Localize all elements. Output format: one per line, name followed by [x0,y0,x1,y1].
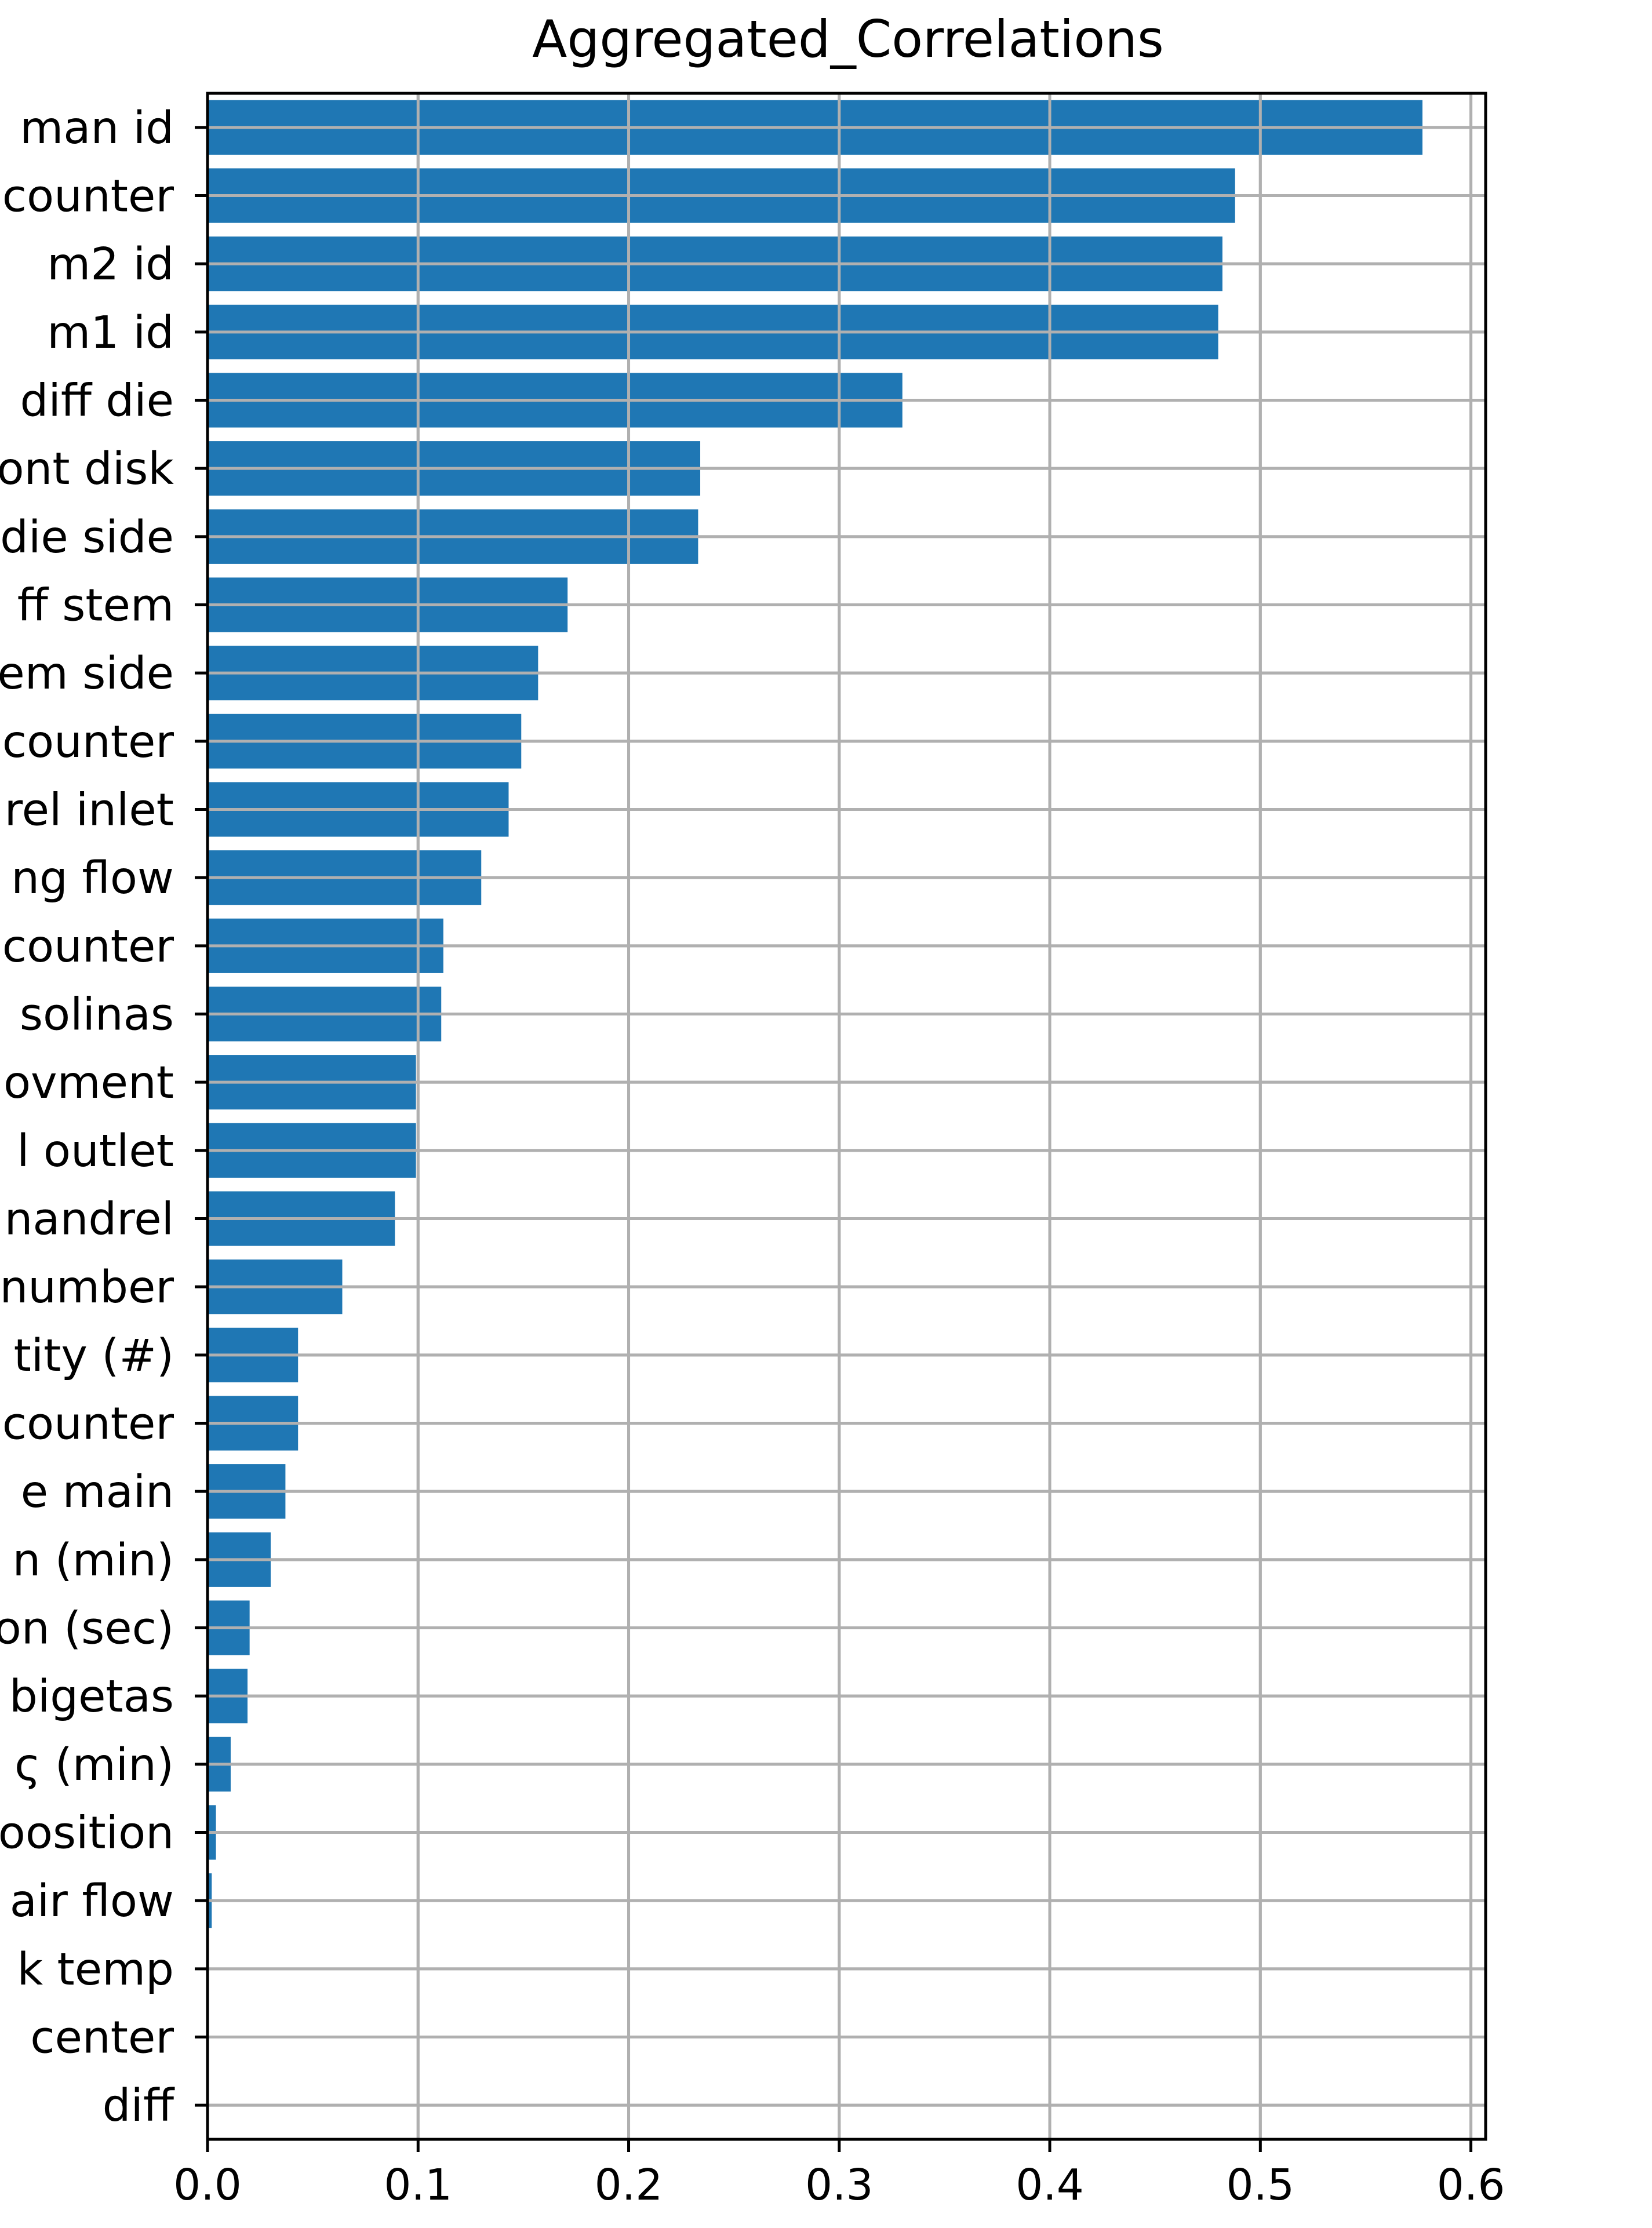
x-tick-label: 0.3 [805,2160,874,2210]
x-tick-label: 0.5 [1226,2160,1294,2210]
y-tick-label: ff stem [17,580,174,632]
y-tick-label: m1 id [47,307,174,359]
y-tick-label: solinas [20,989,174,1041]
y-tick-label: bigetas [9,1671,174,1723]
y-tick-label: on (sec) [0,1603,174,1655]
y-tick-label: ς (min) [14,1739,174,1791]
axis-layer: 0.0 0.1 0.2 0.3 0.4 0.5 0.6 man id counter m2 id m… [0,92,1505,2210]
y-tick-label: l outlet [17,1126,174,1177]
y-tick-label: nandrel [5,1194,174,1246]
y-tick-label: diff [103,2080,175,2132]
x-tick-label: 0.0 [173,2160,242,2210]
y-tick-label: counter [2,716,174,768]
y-tick-label: n (min) [12,1535,174,1586]
y-tick-label: ng flow [11,853,174,904]
y-tick-label: counter [2,1399,174,1450]
x-tick-label: 0.6 [1437,2160,1505,2210]
y-tick-label: em side [0,648,174,700]
grid-overlay-layer [206,93,1486,2139]
x-tick-label: 0.4 [1016,2160,1084,2210]
y-tick-label: counter [2,171,174,223]
y-tick-label: ont disk [0,443,174,495]
axes-frame [206,92,1487,2141]
y-tick-label: counter [2,921,174,973]
x-tick-label: 0.1 [384,2160,452,2210]
y-tick-label: air flow [10,1876,174,1927]
y-tick-label: e main [21,1466,174,1518]
y-tick-label: center [30,2012,174,2064]
y-tick-label: diff die [20,376,174,427]
y-tick-label: tity (#) [14,1330,174,1382]
y-tick-label: man id [20,103,174,154]
y-tick-label: rel inlet [5,785,174,836]
y-tick-label: k temp [17,1944,174,1996]
x-tick-label: 0.2 [595,2160,663,2210]
y-tick-label: die side [0,512,174,563]
chart-title: Aggregated_Correlations [532,9,1164,69]
y-tick-label: number [0,1262,174,1313]
y-tick-label: ovment [3,1057,174,1109]
y-tick-label: m2 id [47,239,174,290]
y-tick-label: oosition [0,1808,174,1859]
